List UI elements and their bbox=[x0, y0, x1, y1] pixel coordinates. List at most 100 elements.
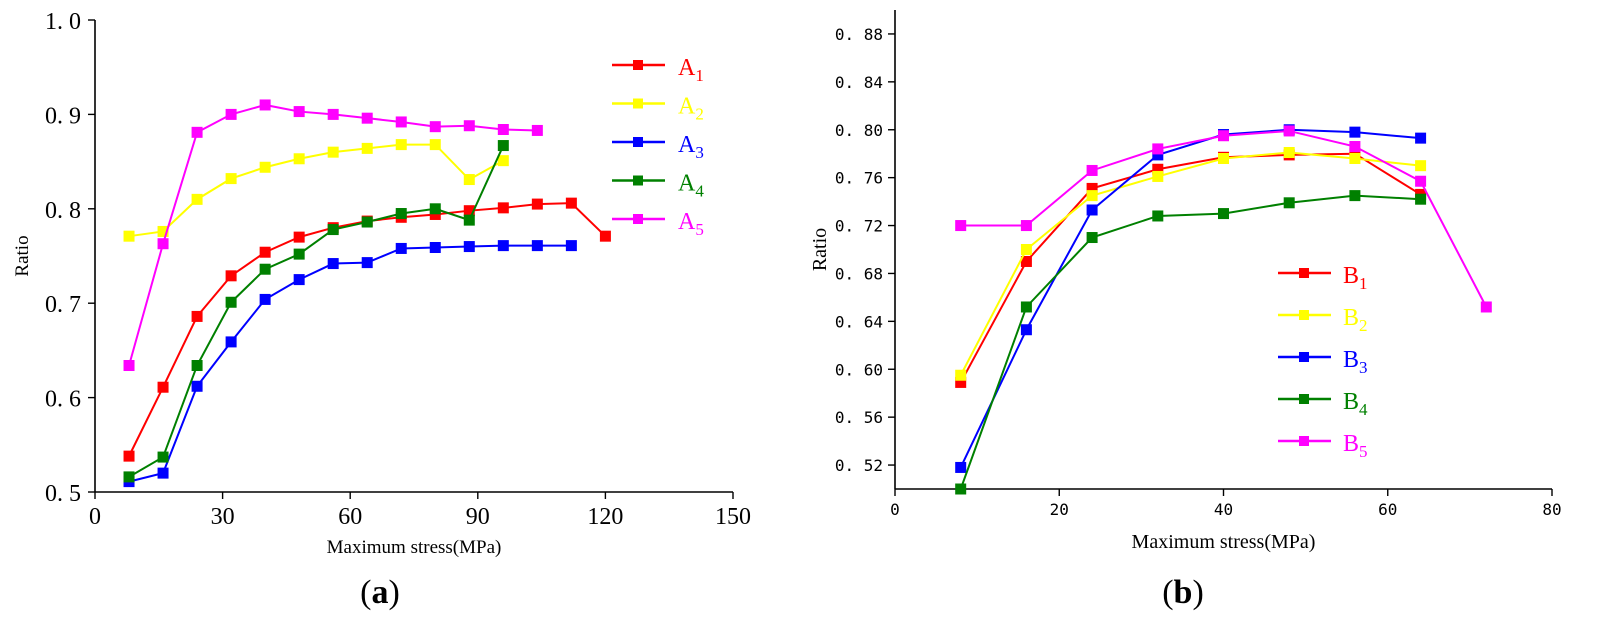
series-A4 bbox=[123, 140, 509, 483]
data-point-B3 bbox=[1349, 126, 1361, 138]
legend-label-letter: B bbox=[1343, 305, 1359, 331]
data-point-A5 bbox=[531, 124, 543, 136]
data-point-A2 bbox=[123, 230, 135, 242]
y-tick-label: 0. 72 bbox=[835, 217, 883, 236]
data-point-A1 bbox=[225, 270, 237, 282]
legend-label-B3: B3 bbox=[1343, 347, 1368, 377]
data-point-A5 bbox=[429, 121, 441, 133]
legend-label-subscript: 5 bbox=[695, 220, 704, 239]
data-point-A3 bbox=[565, 240, 577, 252]
series-line-B2 bbox=[959, 151, 1421, 376]
x-axis-label: Maximum stress(MPa) bbox=[1132, 531, 1316, 553]
legend-label-A5: A5 bbox=[678, 209, 704, 239]
data-point-A3 bbox=[497, 240, 509, 252]
data-point-A4 bbox=[191, 360, 203, 372]
legend-label-subscript: 5 bbox=[1359, 442, 1368, 461]
data-point-A1 bbox=[463, 205, 475, 217]
legend-marker-A5 bbox=[633, 214, 643, 224]
data-point-B5 bbox=[1283, 125, 1295, 137]
data-point-B4 bbox=[1218, 208, 1229, 220]
data-point-B2 bbox=[1218, 152, 1229, 164]
legend-marker-A1 bbox=[633, 60, 643, 70]
data-point-A4 bbox=[429, 203, 441, 215]
data-point-A5 bbox=[157, 238, 169, 250]
x-tick-label: 0 bbox=[89, 504, 101, 530]
series-B4 bbox=[955, 190, 1427, 495]
data-point-A5 bbox=[259, 99, 271, 111]
data-point-A3 bbox=[395, 242, 407, 254]
x-tick-label: 150 bbox=[715, 504, 751, 530]
data-point-A4 bbox=[497, 140, 509, 152]
data-point-B3 bbox=[1152, 149, 1164, 161]
data-point-A1 bbox=[259, 246, 271, 258]
data-point-A5 bbox=[191, 126, 203, 138]
data-point-A3 bbox=[463, 241, 475, 253]
legend-label-B4: B4 bbox=[1343, 389, 1368, 419]
legend-label-letter: A bbox=[678, 209, 696, 235]
legend-label-A1: A1 bbox=[678, 55, 704, 85]
data-point-A3 bbox=[531, 240, 543, 252]
series-A3 bbox=[123, 240, 577, 488]
y-tick-label: 0. 88 bbox=[835, 25, 883, 44]
y-tick-label: 0. 56 bbox=[835, 408, 883, 427]
chart-panel-b: 0 20 40 60 80 0. 52 0. 56 0. 60 0. 64 0. 68 0. 72 0… bbox=[809, 10, 1562, 611]
data-point-B4 bbox=[1283, 197, 1295, 209]
data-point-A5 bbox=[225, 108, 237, 120]
data-point-B1 bbox=[1152, 163, 1164, 175]
data-point-A4 bbox=[463, 214, 475, 226]
y-tick-label: 0. 8 bbox=[45, 198, 81, 224]
data-point-A2 bbox=[327, 146, 339, 158]
data-point-A1 bbox=[531, 198, 543, 210]
data-point-A1 bbox=[191, 310, 203, 322]
panel-label-close: ) bbox=[1192, 574, 1203, 611]
data-point-B5 bbox=[1480, 301, 1492, 313]
y-axis-label: Ratio bbox=[12, 235, 33, 276]
series-line-B3 bbox=[959, 128, 1421, 468]
data-point-A1 bbox=[157, 381, 169, 393]
data-point-A4 bbox=[327, 224, 339, 236]
data-point-A4 bbox=[361, 216, 373, 228]
data-point-A3 bbox=[191, 380, 203, 392]
data-point-B5 bbox=[1218, 130, 1229, 142]
data-point-B2 bbox=[955, 369, 967, 381]
series-B3 bbox=[955, 124, 1427, 473]
legend-label-letter: B bbox=[1343, 347, 1359, 373]
data-point-A2 bbox=[429, 139, 441, 151]
data-point-A3 bbox=[361, 257, 373, 269]
data-point-B4 bbox=[1415, 193, 1427, 205]
data-point-A4 bbox=[123, 471, 135, 483]
y-tick-label: 0. 76 bbox=[835, 169, 883, 188]
data-point-A5 bbox=[395, 116, 407, 128]
panel-label-letter: a bbox=[372, 574, 389, 611]
chart-panel-a: 0 30 60 90 120 150 0. 5 0. 6 0. 7 0. 8 0. 9 1. 0 Max… bbox=[12, 9, 751, 611]
data-point-B4 bbox=[1086, 232, 1098, 244]
legend-label-letter: A bbox=[678, 55, 696, 81]
legend-marker-A2 bbox=[633, 98, 643, 109]
series-A1 bbox=[123, 197, 611, 462]
y-tick-label: 0. 64 bbox=[835, 312, 883, 331]
legend-label-subscript: 4 bbox=[1359, 400, 1368, 419]
legend-label-subscript: 2 bbox=[1359, 316, 1368, 335]
legend-label-letter: B bbox=[1343, 431, 1359, 457]
series-line-A3 bbox=[128, 244, 572, 483]
data-point-B2 bbox=[1020, 244, 1032, 255]
data-point-B3 bbox=[1086, 204, 1098, 216]
y-axis-label: Ratio bbox=[809, 228, 831, 271]
legend-label-letter: A bbox=[678, 94, 696, 120]
series-A2 bbox=[123, 139, 509, 242]
legend-marker-B1 bbox=[1299, 268, 1309, 278]
x-tick-label: 80 bbox=[1542, 500, 1561, 519]
data-point-A5 bbox=[123, 360, 135, 372]
series-line-A5 bbox=[128, 103, 538, 366]
data-point-A2 bbox=[191, 193, 203, 205]
data-point-A2 bbox=[361, 142, 373, 154]
data-point-A3 bbox=[327, 258, 339, 270]
x-tick-label: 40 bbox=[1214, 500, 1233, 519]
series-line-A2 bbox=[128, 143, 504, 238]
legend-label-subscript: 2 bbox=[695, 105, 704, 124]
data-point-B5 bbox=[1020, 220, 1032, 232]
legend-marker-B3 bbox=[1299, 352, 1309, 362]
data-point-A2 bbox=[259, 161, 271, 173]
data-point-A4 bbox=[395, 208, 407, 220]
